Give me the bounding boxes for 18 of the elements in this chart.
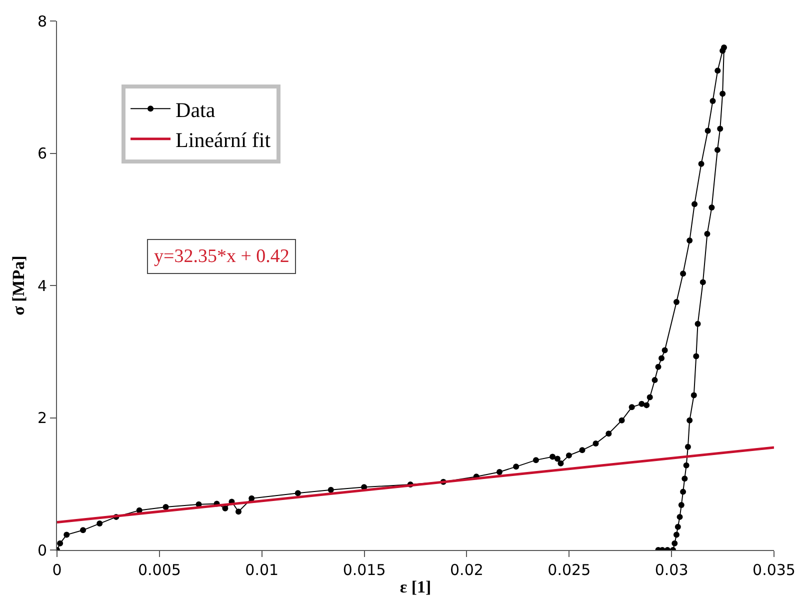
x-tick-label: 0.03 [654, 561, 688, 579]
y-axis-title: σ [MPa] [9, 256, 28, 316]
y-tick-label: 0 [37, 541, 47, 560]
x-tick-label: 0.005 [138, 561, 181, 579]
x-axis-title: ε [1] [400, 577, 432, 596]
y-tick-label: 4 [37, 276, 47, 295]
y-tick-label: 2 [37, 409, 47, 427]
x-tick-label: 0.01 [245, 561, 279, 579]
y-tick-label: 6 [37, 144, 47, 162]
legend-label: Data [176, 98, 216, 122]
legend-label: Lineární fit [176, 128, 271, 152]
x-tick-label: 0.02 [450, 561, 484, 579]
y-tick-label: 8 [37, 12, 47, 30]
annotation: y=32.35*x + 0.42 [154, 246, 290, 267]
x-tick-label: 0.015 [342, 561, 386, 579]
x-tick-label: 0 [52, 561, 62, 579]
x-tick-label: 0.025 [548, 561, 591, 579]
x-tick-label: 0.035 [752, 561, 796, 579]
